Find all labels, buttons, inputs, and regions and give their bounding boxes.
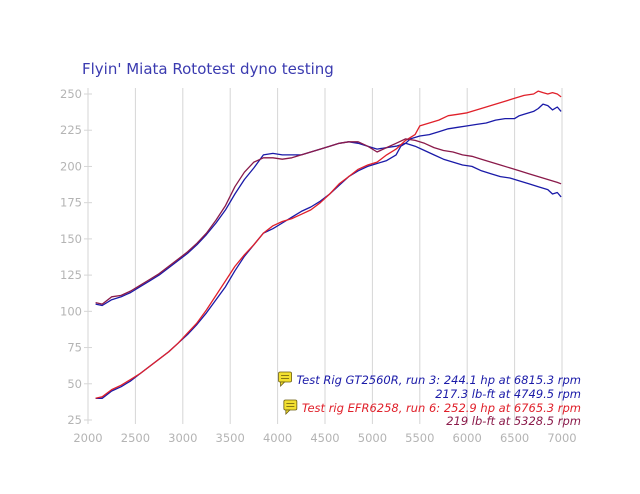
x-tick-label: 5000 <box>358 431 387 445</box>
series-lines <box>95 90 562 399</box>
x-tick-label: 2000 <box>73 431 102 445</box>
y-tick-label: 250 <box>60 87 82 101</box>
y-tick-label: 125 <box>60 268 82 282</box>
y-tick-label: 100 <box>60 304 82 318</box>
y-tick-label: 25 <box>67 413 82 427</box>
x-tick-label: 3000 <box>168 431 197 445</box>
x-tick-label: 4500 <box>310 431 339 445</box>
x-tick-label: 5500 <box>405 431 434 445</box>
y-tick-label: 225 <box>60 123 82 137</box>
y-tick-label: 75 <box>67 341 82 355</box>
y-tick-label: 150 <box>60 232 82 246</box>
legend-entry: 217.3 lb-ft at 4749.5 rpm <box>435 387 581 401</box>
x-tick-label: 6000 <box>453 431 482 445</box>
grid-lines <box>84 88 563 424</box>
series-line-efr_tq <box>95 138 562 305</box>
y-tick-label: 50 <box>67 377 82 391</box>
x-tick-label: 6500 <box>500 431 529 445</box>
x-tick-label: 3500 <box>216 431 245 445</box>
x-tick-label: 4000 <box>263 431 292 445</box>
chart-title: Flyin' Miata Rototest dyno testing <box>82 60 334 78</box>
y-tick-label: 200 <box>60 159 82 173</box>
note-icon <box>283 399 298 415</box>
legend: Test Rig GT2560R, run 3: 244.1 hp at 681… <box>278 371 581 428</box>
series-line-gt_tq <box>95 141 562 307</box>
legend-entry: Test rig EFR6258, run 6: 252.9 hp at 676… <box>302 401 581 415</box>
note-icon <box>278 371 292 387</box>
x-tick-label: 2500 <box>121 431 150 445</box>
y-axis-ticks: 25 50 75 100 125 150 175 200 225 250 <box>60 87 82 427</box>
legend-entry: 219 lb-ft at 5328.5 rpm <box>446 414 581 428</box>
y-tick-label: 175 <box>60 196 82 210</box>
legend-entry: Test Rig GT2560R, run 3: 244.1 hp at 681… <box>297 373 581 387</box>
x-axis-ticks: 2000 2500 3000 3500 4000 4500 5000 5500 6000 6500… <box>73 431 576 445</box>
x-tick-label: 7000 <box>547 431 576 445</box>
series-line-efr_hp <box>95 90 562 399</box>
